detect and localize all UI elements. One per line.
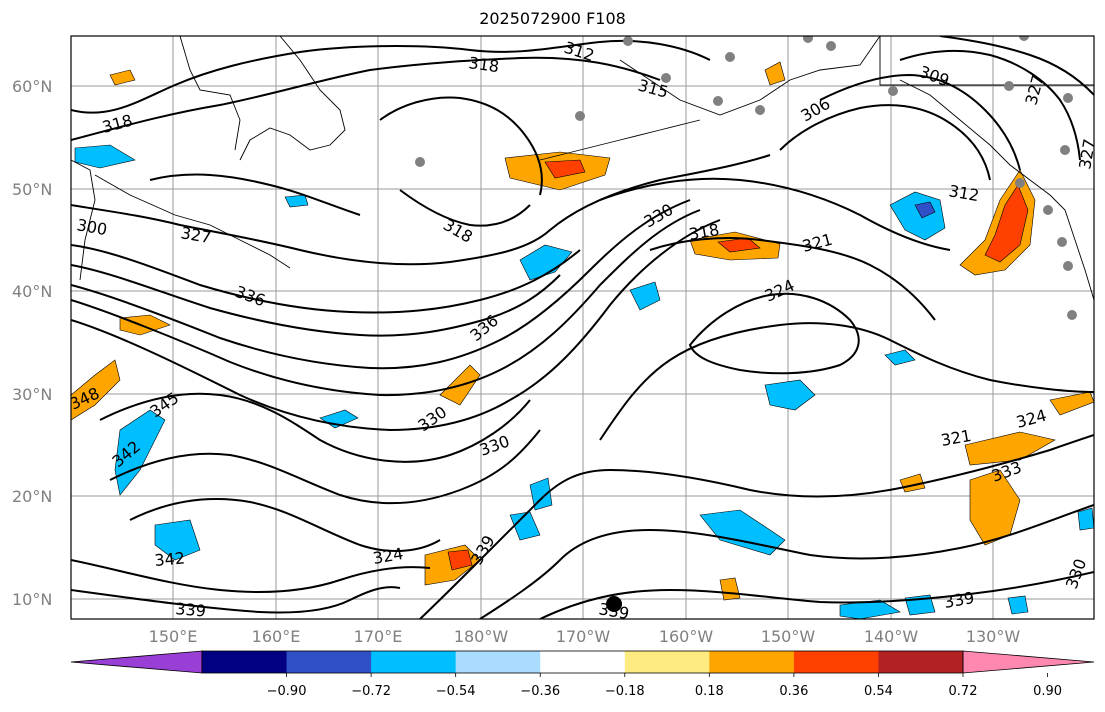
colorbar-tick-label: 0.72	[949, 684, 978, 699]
lon-label-180w: 180°W	[454, 627, 509, 646]
patch-red-south	[447, 549, 473, 571]
contour-label-c30: 339	[175, 599, 207, 621]
colorbar-tick-label: −0.18	[605, 684, 645, 699]
patch-blue-west-1	[74, 144, 136, 169]
patch-orange-east-1	[964, 431, 1056, 466]
colorbar-tick-label: −0.72	[351, 684, 391, 699]
patch-darkblue-gulf-alaska	[914, 201, 936, 219]
colorbar-segment	[793, 651, 879, 673]
patch-orange-west-2	[71, 359, 121, 421]
colorbar-extend-high	[962, 650, 1095, 674]
lon-label-140w: 140°W	[864, 627, 919, 646]
colorbar-segment	[540, 651, 626, 673]
lon-label-160e: 160°E	[252, 627, 301, 646]
lat-label-30n: 30°N	[12, 385, 52, 404]
patch-blue-30n	[764, 379, 816, 411]
contour-label-c27: 342	[154, 548, 186, 570]
map-title: 2025072900 F108	[479, 9, 626, 28]
patch-red-gulf-alaska	[984, 184, 1029, 263]
patch-blue-west-3	[154, 519, 201, 561]
lat-label-60n: 60°N	[12, 77, 52, 96]
colorbar-border	[201, 650, 964, 674]
colorbar-segment	[371, 651, 457, 673]
patch-orange-small-1	[109, 69, 136, 86]
patch-blue-south-3	[529, 477, 553, 511]
colorbar-segment	[286, 651, 372, 673]
patch-blue-small-4	[1007, 595, 1029, 615]
colorbar-tick-label: 0.90	[1033, 684, 1062, 699]
patch-blue-small-1	[284, 194, 309, 208]
lat-label-10n: 10°N	[12, 590, 52, 609]
lon-label-170w: 170°W	[556, 627, 611, 646]
gridlines	[71, 36, 1094, 619]
lat-label-40n: 40°N	[12, 282, 52, 301]
colorbar-tick-label: 0.54	[864, 684, 893, 699]
colorbar-segment	[624, 651, 710, 673]
patch-blue-jet-2	[629, 281, 661, 311]
coastlines	[71, 36, 1094, 301]
patch-red-midpacific	[717, 237, 761, 253]
lon-label-150w: 150°W	[761, 627, 816, 646]
lon-label-170e: 170°E	[354, 627, 403, 646]
lat-label-20n: 20°N	[12, 487, 52, 506]
colorbar-segment	[455, 651, 541, 673]
contour-label-c31: 339	[597, 599, 630, 623]
station-markers	[415, 36, 1077, 320]
contour-lines	[71, 36, 1094, 619]
patch-blue-south-4	[839, 599, 901, 619]
colorbar-extend-low	[70, 650, 203, 674]
patch-blue-small-5	[1077, 507, 1094, 531]
patch-blue-west-2	[114, 409, 166, 496]
lon-label-160w: 160°W	[659, 627, 714, 646]
colorbar-tick-label: 0.36	[779, 684, 808, 699]
map-frame	[70, 35, 1095, 620]
colorbar-tick-label: 0.18	[695, 684, 724, 699]
colorbar-tick-label: −0.90	[267, 684, 307, 699]
contour-label-c2: 318	[467, 53, 500, 76]
patch-orange-east-3	[1049, 391, 1094, 416]
forecast-point-marker	[606, 596, 622, 612]
patch-blue-small-2	[884, 349, 916, 366]
colorbar-tick-label: −0.54	[436, 684, 476, 699]
colorbar-segment	[202, 651, 288, 673]
colorbar-segment	[878, 651, 964, 673]
colorbar: −0.90 −0.72 −0.54 −0.36 −0.18 0.18 0.36 0.54 0.7…	[70, 650, 1095, 699]
longitude-labels: 150°E 160°E 170°E 180°W 170°W 160°W 150°…	[149, 627, 1021, 646]
latitude-labels: 60°N 50°N 40°N 30°N 20°N 10°N	[12, 77, 52, 609]
lon-label-130w: 130°W	[966, 627, 1021, 646]
patch-red-aleutian	[544, 159, 586, 179]
colorbar-segment	[709, 651, 795, 673]
filled-anomaly-patches	[71, 61, 1094, 619]
lat-label-50n: 50°N	[12, 180, 52, 199]
lon-label-150e: 150°E	[149, 627, 198, 646]
patch-orange-small-2	[764, 61, 786, 86]
colorbar-tick-label: −0.36	[520, 684, 560, 699]
patch-blue-south-2	[509, 511, 541, 541]
contour-label-c7: 327	[1075, 137, 1099, 170]
